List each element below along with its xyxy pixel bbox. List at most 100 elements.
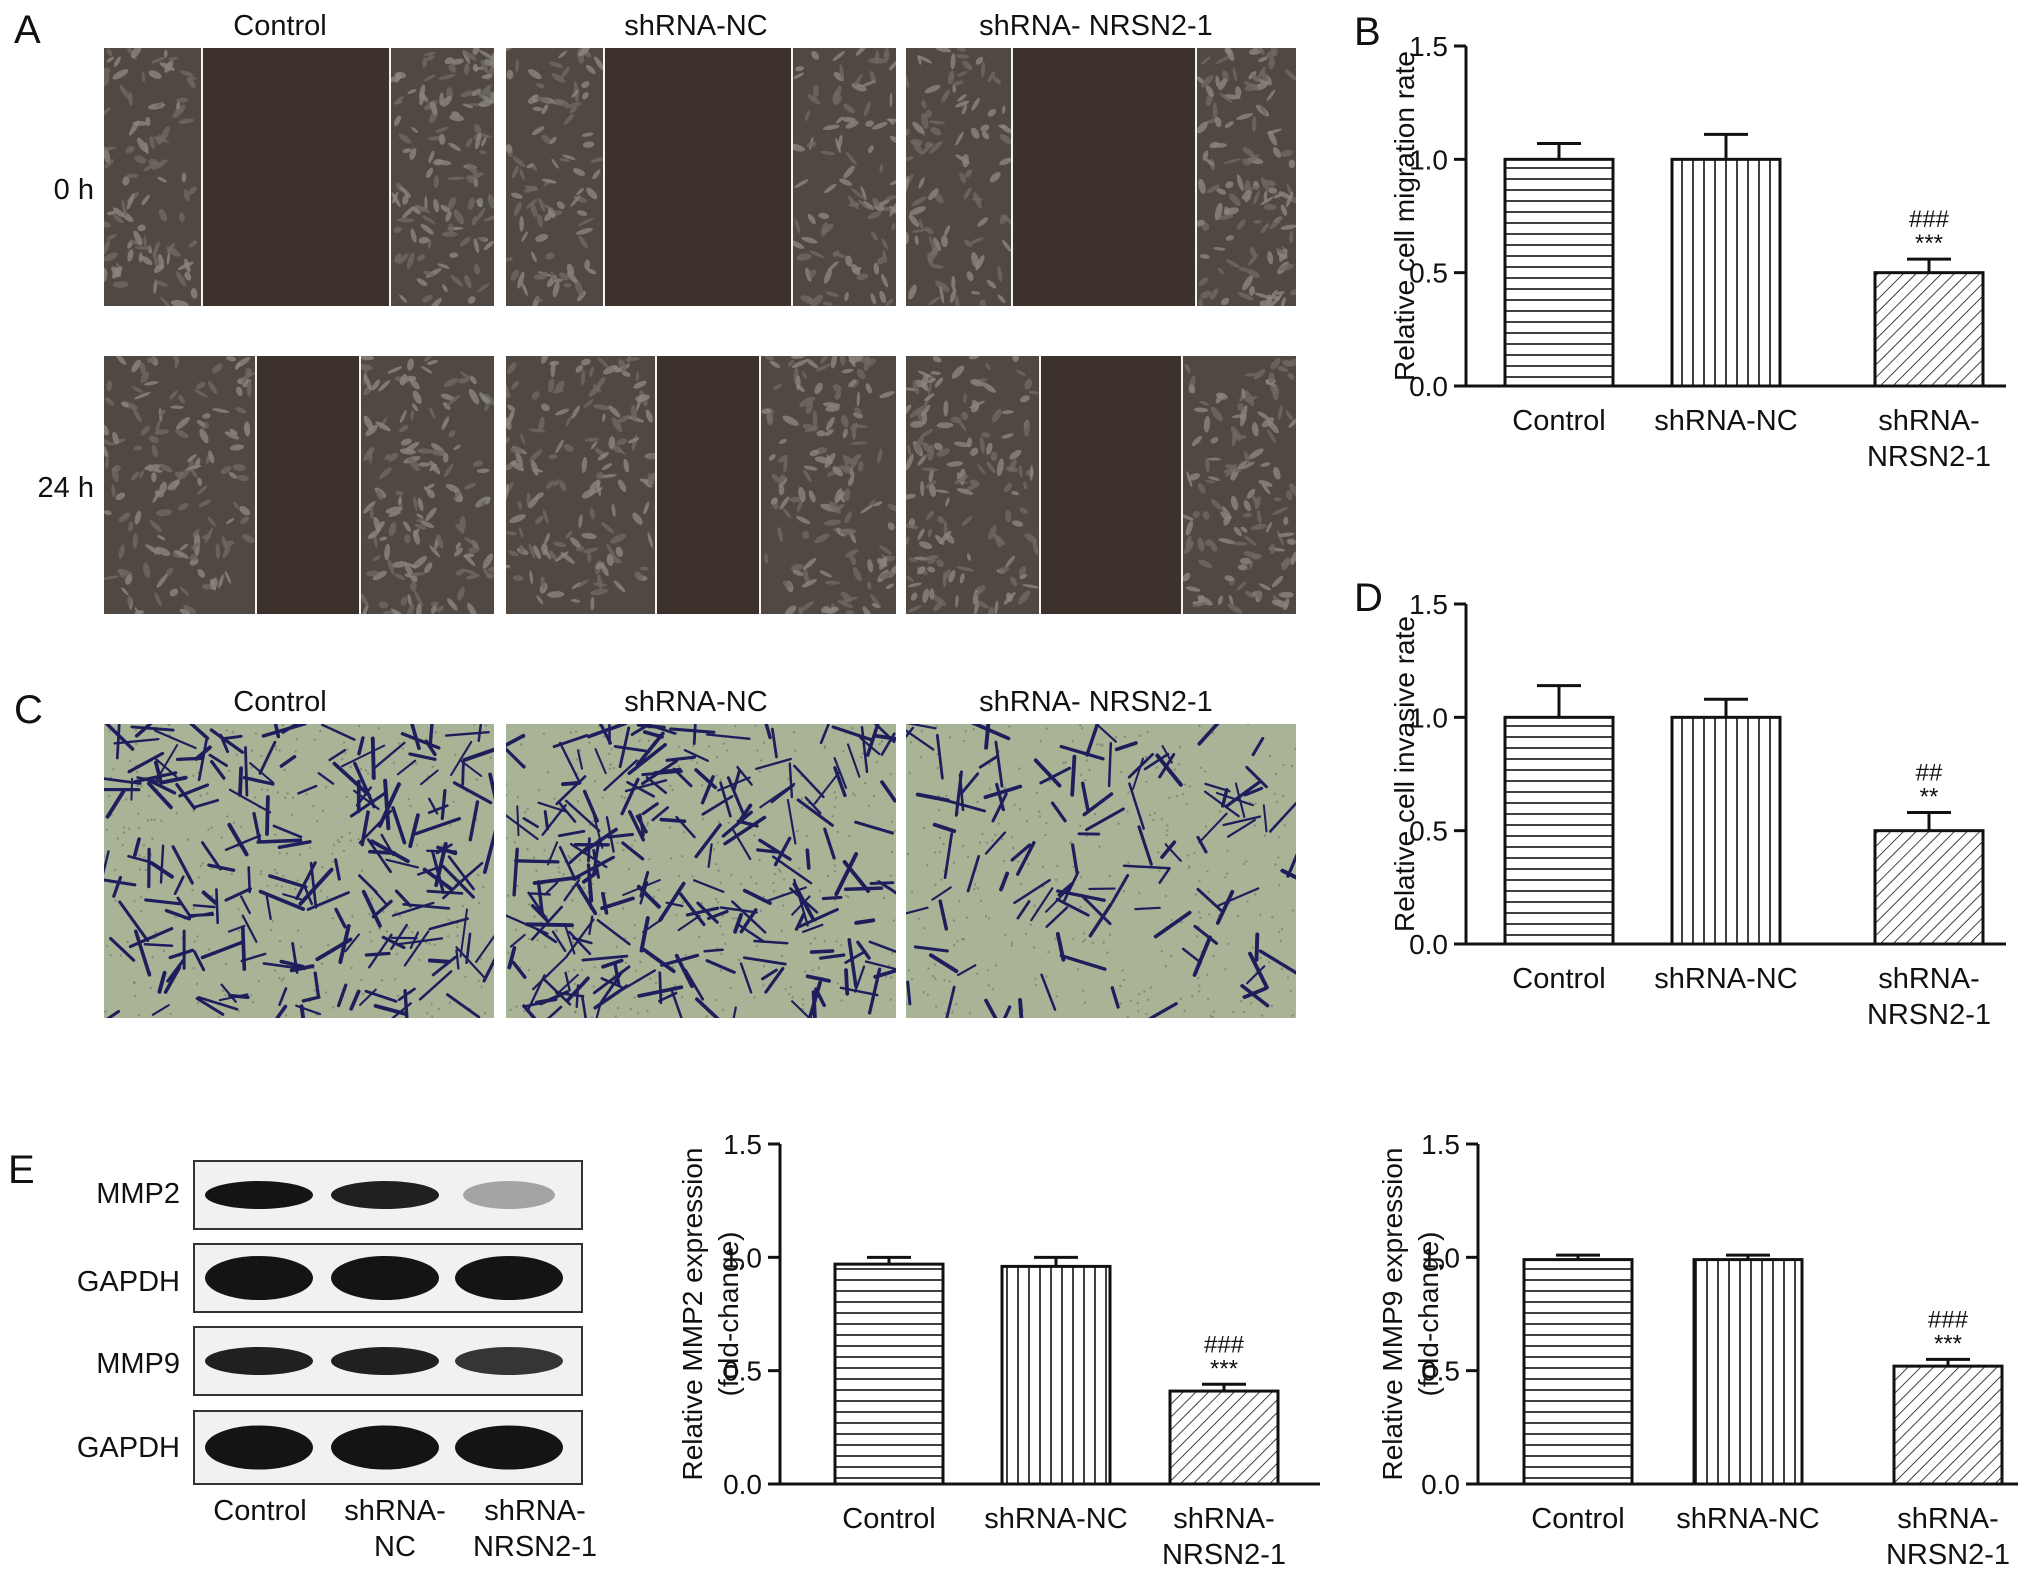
x-tick-label: shRNA- xyxy=(1173,1503,1275,1535)
wb-label-mmp9: MMP9 xyxy=(96,1348,180,1380)
wb-label-gapdh-1: GAPDH xyxy=(76,1266,180,1298)
x-tick-label: NRSN2-1 xyxy=(1162,1539,1286,1571)
y-tick-label: 1.0 xyxy=(1409,144,1448,175)
transwell-image-shrna-nc xyxy=(506,724,896,1018)
row-label-0h: 0 h xyxy=(53,174,94,206)
wb-blot-mmp2-band-2 xyxy=(463,1181,555,1209)
col-label-shrna-nc: shRNA-NC xyxy=(624,10,768,42)
wound-image-shrna-nrsn2-0h xyxy=(906,48,1296,306)
x-tick-label: Control xyxy=(1531,1503,1625,1535)
wb-blot-gapdh-1-band-2 xyxy=(455,1256,563,1300)
wb-label-mmp2: MMP2 xyxy=(96,1178,180,1210)
panel-letter-c: C xyxy=(14,688,43,732)
x-tick-label: Control xyxy=(1512,963,1606,995)
wb-blot-mmp9-band-0 xyxy=(205,1347,313,1375)
y-tick-label: 1.0 xyxy=(723,1242,762,1273)
y-axis-label: (fold-change) xyxy=(1413,1232,1444,1397)
bar-2 xyxy=(1873,829,1985,946)
col-label-shrna-nrsn2: shRNA- NRSN2-1 xyxy=(979,10,1213,42)
x-tick-label: shRNA-NC xyxy=(984,1503,1127,1535)
bar-0 xyxy=(1522,1258,1634,1486)
bar-2 xyxy=(1873,271,1985,388)
x-tick-label: shRNA-NC xyxy=(1676,1503,1819,1535)
y-tick-label: 0.5 xyxy=(1409,816,1448,847)
wound-image-shrna-nc-24h xyxy=(506,356,896,614)
significance-label: *** xyxy=(1210,1355,1238,1382)
y-tick-label: 1.5 xyxy=(1409,31,1448,62)
y-axis-label: Relative MMP2 expression xyxy=(677,1147,708,1480)
wb-blot-mmp2 xyxy=(193,1160,583,1230)
x-tick-label: shRNA-NC xyxy=(1654,963,1797,995)
transwell-image-control xyxy=(104,724,494,1018)
bar-0 xyxy=(1503,157,1615,388)
wb-blot-gapdh-1-band-1 xyxy=(331,1256,439,1300)
wb-lane-label-control: Control xyxy=(213,1495,307,1527)
significance-label: ### xyxy=(1204,1331,1245,1358)
y-tick-label: 0.5 xyxy=(1409,258,1448,289)
wb-blot-mmp9-band-1 xyxy=(331,1347,439,1375)
bar-1 xyxy=(1692,1258,1804,1486)
bar-2 xyxy=(1168,1389,1280,1486)
significance-label: *** xyxy=(1915,230,1943,257)
col-label-control: Control xyxy=(233,10,327,42)
wound-image-shrna-nc-0h xyxy=(506,48,896,306)
wb-blot-mmp2-band-0 xyxy=(205,1181,313,1209)
wb-blot-gapdh-2 xyxy=(193,1410,583,1485)
significance-label: ** xyxy=(1920,784,1939,811)
wb-blot-mmp9 xyxy=(193,1326,583,1396)
significance-label: ### xyxy=(1928,1306,1969,1333)
wb-blot-gapdh-1-band-0 xyxy=(205,1256,313,1300)
y-axis-label: Relative cell migration rate xyxy=(1389,51,1420,381)
bar-1 xyxy=(1000,1264,1112,1486)
wound-image-control-0h xyxy=(104,48,494,306)
x-tick-label: Control xyxy=(842,1503,936,1535)
wb-blot-gapdh-2-band-1 xyxy=(331,1425,439,1470)
y-tick-label: 1.5 xyxy=(723,1129,762,1160)
wb-blot-mmp2-band-1 xyxy=(331,1181,439,1209)
panel-letter-a: A xyxy=(14,8,41,52)
y-tick-label: 0.5 xyxy=(1421,1356,1460,1387)
significance-label: *** xyxy=(1934,1330,1962,1357)
y-tick-label: 0.0 xyxy=(1421,1469,1460,1500)
col-label-control-c: Control xyxy=(233,686,327,718)
x-tick-label: NRSN2-1 xyxy=(1867,999,1991,1031)
panel-letter-d: D xyxy=(1354,576,1383,620)
wound-image-shrna-nrsn2-24h xyxy=(906,356,1296,614)
x-tick-label: Control xyxy=(1512,405,1606,437)
bar-2 xyxy=(1892,1364,2004,1486)
y-tick-label: 1.5 xyxy=(1409,589,1448,620)
bar-1 xyxy=(1670,157,1782,388)
bar-0 xyxy=(1503,715,1615,946)
panel-letter-b: B xyxy=(1354,10,1381,54)
x-tick-label: NRSN2-1 xyxy=(1886,1539,2010,1571)
transwell-image-shrna-nrsn2 xyxy=(906,724,1296,1018)
y-tick-label: 1.0 xyxy=(1421,1242,1460,1273)
x-tick-label: shRNA-NC xyxy=(1654,405,1797,437)
col-label-shrna-nrsn2-c: shRNA- NRSN2-1 xyxy=(979,686,1213,718)
significance-label: ## xyxy=(1916,760,1943,787)
y-tick-label: 0.0 xyxy=(1409,929,1448,960)
x-tick-label: NRSN2-1 xyxy=(1867,441,1991,473)
y-tick-label: 1.5 xyxy=(1421,1129,1460,1160)
wb-blot-gapdh-2-band-0 xyxy=(205,1425,313,1470)
y-axis-label: (fold-change) xyxy=(713,1232,744,1397)
chart-e-mmp9: 0.0 0.5 1.0 1.5 Relative MMP9 expression (fol… xyxy=(1377,1129,2018,1571)
y-tick-label: 0.0 xyxy=(723,1469,762,1500)
wb-blot-gapdh-1 xyxy=(193,1243,583,1313)
col-label-shrna-nc-c: shRNA-NC xyxy=(624,686,768,718)
y-axis-label: Relative cell invasive rate xyxy=(1389,616,1420,932)
row-label-24h: 24 h xyxy=(37,472,94,504)
x-tick-label: shRNA- xyxy=(1878,963,1980,995)
wound-image-control-24h xyxy=(104,356,494,614)
y-tick-label: 0.5 xyxy=(723,1356,762,1387)
significance-label: ### xyxy=(1909,206,1950,233)
chart-e-mmp2: 0.0 0.5 1.0 1.5 Relative MMP2 expression (fol… xyxy=(677,1129,1320,1571)
wb-blot-gapdh-2-band-2 xyxy=(455,1425,563,1470)
y-axis-label: Relative MMP9 expression xyxy=(1377,1147,1408,1480)
wb-lane-label-shrna-nrsn2: shRNA- NRSN2-1 xyxy=(472,1495,598,1563)
panel-letter-e: E xyxy=(8,1148,35,1192)
bar-1 xyxy=(1670,715,1782,946)
y-tick-label: 0.0 xyxy=(1409,371,1448,402)
